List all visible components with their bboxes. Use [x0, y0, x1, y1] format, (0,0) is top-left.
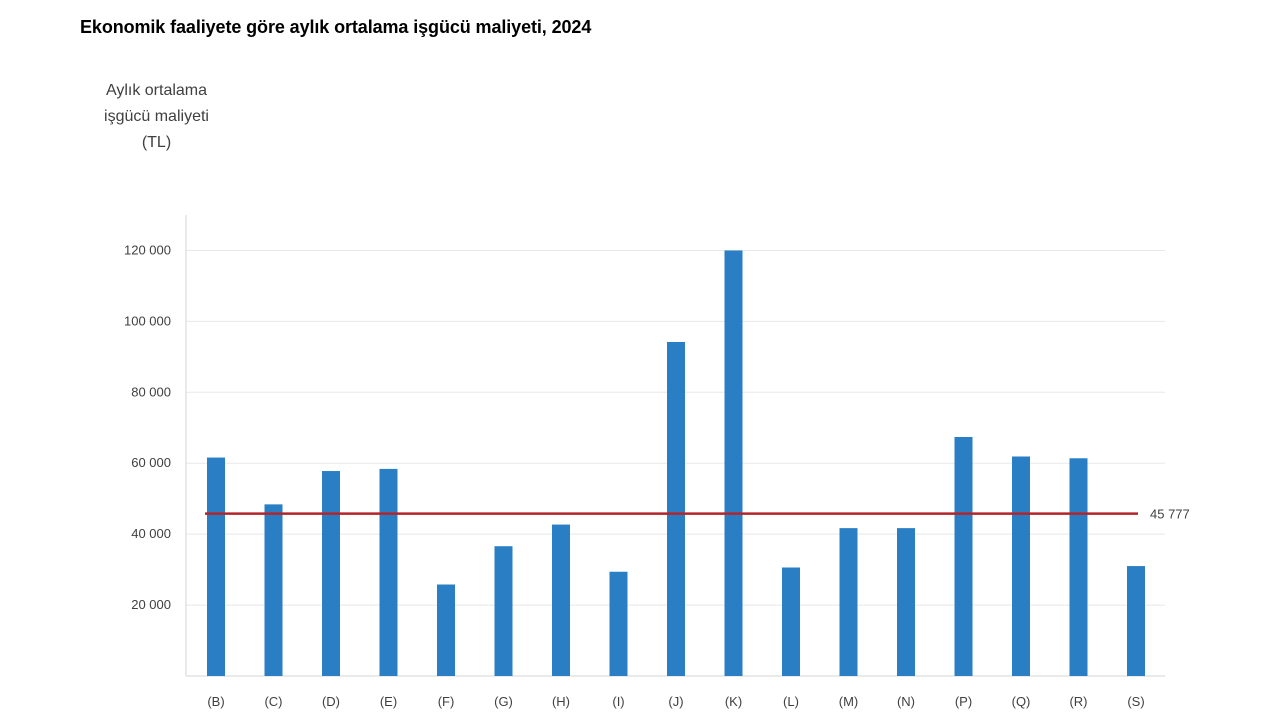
- x-tick-label: (C): [264, 694, 282, 709]
- bar: [552, 524, 570, 676]
- bar: [954, 436, 973, 676]
- y-tick-label: 80 000: [131, 384, 171, 399]
- x-tick-label: (H): [552, 694, 570, 709]
- y-tick-label: 120 000: [124, 242, 171, 257]
- x-tick-label: (F): [438, 694, 455, 709]
- x-tick-label: (L): [783, 694, 799, 709]
- bar: [609, 571, 628, 676]
- bar: [437, 584, 455, 676]
- bar: [1127, 566, 1145, 676]
- x-tick-label: (S): [1127, 694, 1144, 709]
- x-tick-label: (J): [668, 694, 683, 709]
- bar: [782, 567, 800, 676]
- y-tick-label: 60 000: [131, 455, 171, 470]
- average-line-label: 45 777: [1150, 507, 1190, 522]
- bar: [897, 528, 915, 676]
- y-axis-label-line-1: Aylık ortalama: [105, 82, 208, 99]
- bar: [322, 471, 340, 676]
- average-line-group: 45 777: [205, 507, 1190, 522]
- bars: [207, 250, 1145, 676]
- y-tick-label: 40 000: [131, 526, 171, 541]
- x-tick-label: (E): [380, 694, 397, 709]
- bar: [839, 528, 858, 676]
- bar: [379, 468, 398, 676]
- x-tick-label: (B): [207, 694, 224, 709]
- y-axis-label-line-3: (TL): [141, 134, 172, 151]
- y-axis-label: Aylık ortalama işgücü maliyeti (TL): [84, 78, 229, 156]
- x-tick-label: (N): [897, 694, 915, 709]
- chart-title: Ekonomik faaliyete göre aylık ortalama i…: [80, 17, 592, 37]
- x-tick-label: (R): [1069, 694, 1087, 709]
- bar: [494, 546, 513, 676]
- x-tick-label: (M): [839, 694, 859, 709]
- bar: [1069, 458, 1088, 676]
- x-tick-label: (P): [955, 694, 972, 709]
- bar: [724, 250, 743, 676]
- bar: [667, 341, 685, 676]
- x-tick-label: (K): [725, 694, 742, 709]
- bar: [1012, 456, 1030, 676]
- y-axis-label-line-2: işgücü maliyeti: [104, 108, 209, 125]
- bar: [207, 457, 225, 676]
- x-tick-label: (G): [494, 694, 513, 709]
- x-tick-label: (Q): [1012, 694, 1031, 709]
- x-tick-label: (I): [612, 694, 624, 709]
- y-tick-label: 20 000: [131, 597, 171, 612]
- tick-labels: 20 000 40 000 60 000 80 000 100 000 120 000 (B…: [124, 242, 1145, 709]
- bar: [264, 504, 283, 676]
- x-tick-label: (D): [322, 694, 340, 709]
- y-tick-label: 100 000: [124, 313, 171, 328]
